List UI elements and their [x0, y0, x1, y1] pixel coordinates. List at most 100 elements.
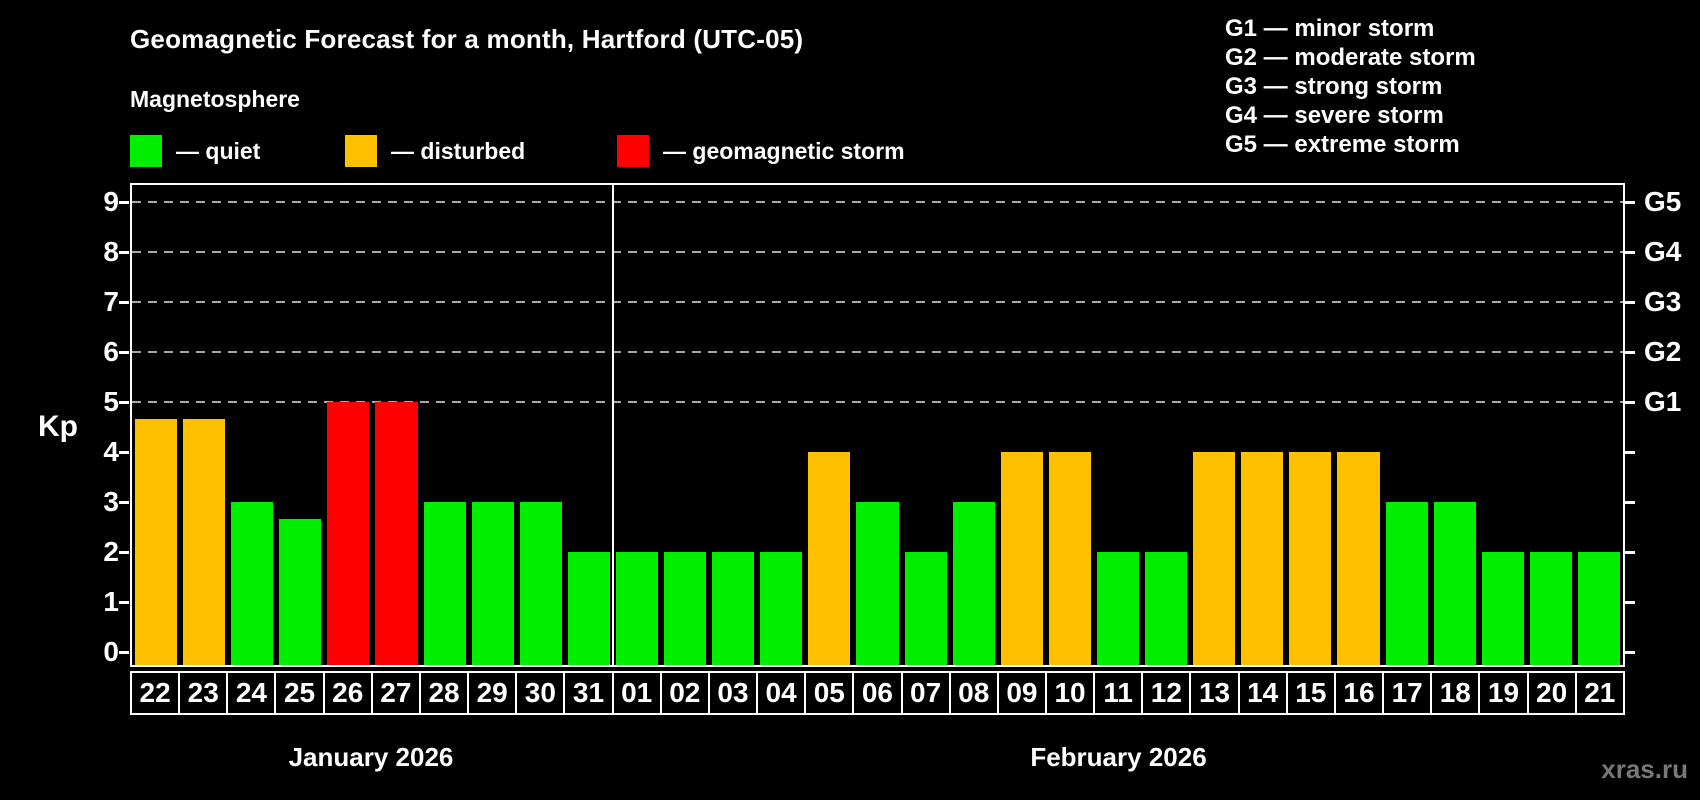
- g-scale-label: G4: [1644, 236, 1682, 267]
- kp-bar: [471, 502, 514, 665]
- kp-gridline: [132, 251, 1623, 253]
- kp-bar: [1385, 502, 1428, 665]
- left-axis-tick-mark: [119, 651, 129, 654]
- left-axis-tick-mark: [119, 451, 129, 454]
- day-label: 22: [130, 671, 181, 715]
- kp-bar: [808, 452, 851, 665]
- day-label: 28: [418, 671, 470, 715]
- day-label: 02: [659, 671, 710, 715]
- kp-tick-label: 9: [103, 186, 119, 217]
- kp-tick-label: 2: [103, 536, 119, 567]
- right-axis-tick-mark: [1625, 451, 1635, 454]
- left-axis-tick-mark: [119, 551, 129, 554]
- day-label: 12: [1141, 671, 1192, 715]
- day-axis-row: 22 23 24 25 26 27 28 29 30 31 01 02 03 04 05 06 07 08 09 10…: [130, 671, 1625, 715]
- day-label: 25: [274, 671, 325, 715]
- day-label: 31: [563, 671, 614, 715]
- day-label: 26: [322, 671, 373, 715]
- day-label: 06: [852, 671, 903, 715]
- day-label: 09: [996, 671, 1047, 715]
- day-label: 10: [1044, 671, 1096, 715]
- kp-bar: [1433, 502, 1476, 665]
- right-axis-tick-mark: [1625, 351, 1635, 354]
- day-label: 23: [178, 671, 229, 715]
- day-label: 14: [1237, 671, 1288, 715]
- day-label: 19: [1478, 671, 1529, 715]
- kp-bar: [183, 418, 226, 665]
- month-label-february: February 2026: [1030, 742, 1207, 772]
- chart-title: Geomagnetic Forecast for a month, Hartfo…: [130, 24, 804, 54]
- g-scale-label: G2: [1644, 336, 1682, 367]
- legend-item-disturbed: — disturbed: [345, 135, 525, 167]
- day-label: 07: [900, 671, 951, 715]
- kp-bar: [135, 418, 178, 665]
- kp-bar: [1289, 452, 1332, 665]
- day-label: 11: [1093, 671, 1144, 715]
- day-label: 01: [611, 671, 662, 715]
- left-axis-tick-mark: [119, 501, 129, 504]
- day-label: 29: [467, 671, 518, 715]
- legend-label-storm: — geomagnetic storm: [663, 138, 905, 164]
- right-axis-tick-mark: [1625, 401, 1635, 404]
- kp-bar: [1241, 452, 1284, 665]
- right-axis-tick-mark: [1625, 501, 1635, 504]
- chart-subtitle: Magnetosphere: [130, 86, 300, 112]
- kp-bar: [664, 552, 707, 665]
- kp-bar: [1048, 452, 1091, 665]
- storm-scale-line-g5: G5 — extreme storm: [1225, 131, 1460, 158]
- kp-tick-label: 8: [103, 236, 119, 267]
- kp-bar: [567, 552, 610, 665]
- right-axis-tick-mark: [1625, 551, 1635, 554]
- day-label: 24: [226, 671, 277, 715]
- kp-bar: [1577, 552, 1620, 665]
- kp-bar: [519, 502, 562, 665]
- kp-gridline: [132, 351, 1623, 353]
- day-label: 17: [1382, 671, 1433, 715]
- kp-bar: [1193, 452, 1236, 665]
- day-label: 20: [1526, 671, 1577, 715]
- left-axis-tick-mark: [119, 601, 129, 604]
- storm-scale-line-g2: G2 — moderate storm: [1225, 44, 1476, 71]
- right-axis-tick-mark: [1625, 201, 1635, 204]
- kp-bar: [1529, 552, 1572, 665]
- kp-gridline: [132, 401, 1623, 403]
- right-axis-tick-mark: [1625, 601, 1635, 604]
- left-axis-tick-mark: [119, 251, 129, 254]
- day-label: 13: [1189, 671, 1240, 715]
- kp-bar: [1337, 452, 1380, 665]
- left-axis-tick-mark: [119, 201, 129, 204]
- left-axis-tick-mark: [119, 301, 129, 304]
- storm-scale-legend: G1 — minor storm G2 — moderate storm G3 …: [1225, 14, 1476, 159]
- kp-bar: [712, 552, 755, 665]
- disturbed-color-swatch: [345, 135, 377, 167]
- g-scale-label: G5: [1644, 186, 1682, 217]
- storm-scale-line-g4: G4 — severe storm: [1225, 102, 1444, 129]
- legend-label-disturbed: — disturbed: [391, 138, 526, 164]
- storm-color-swatch: [617, 135, 649, 167]
- kp-tick-label: 1: [103, 586, 119, 617]
- month-separator-line: [611, 185, 614, 665]
- month-label-january: January 2026: [288, 742, 454, 772]
- day-label: 08: [948, 671, 999, 715]
- kp-tick-label: 0: [103, 636, 119, 667]
- kp-bar: [760, 552, 803, 665]
- day-label: 03: [707, 671, 759, 715]
- day-label: 30: [515, 671, 566, 715]
- right-axis-tick-mark: [1625, 651, 1635, 654]
- left-axis-tick-mark: [119, 351, 129, 354]
- day-label: 15: [1285, 671, 1336, 715]
- kp-bar: [423, 502, 466, 665]
- quiet-color-swatch: [130, 135, 162, 167]
- day-label: 21: [1574, 671, 1625, 715]
- kp-bar: [904, 552, 947, 665]
- kp-bar: [615, 552, 659, 665]
- day-label: 18: [1430, 671, 1481, 715]
- kp-bar: [1096, 552, 1140, 665]
- kp-tick-label: 7: [103, 286, 119, 317]
- kp-bar: [231, 502, 274, 665]
- g-scale-label: G1: [1644, 386, 1682, 417]
- kp-bar: [327, 402, 370, 665]
- storm-scale-line-g3: G3 — strong storm: [1225, 73, 1443, 100]
- day-label: 05: [804, 671, 855, 715]
- kp-bar: [1481, 552, 1524, 665]
